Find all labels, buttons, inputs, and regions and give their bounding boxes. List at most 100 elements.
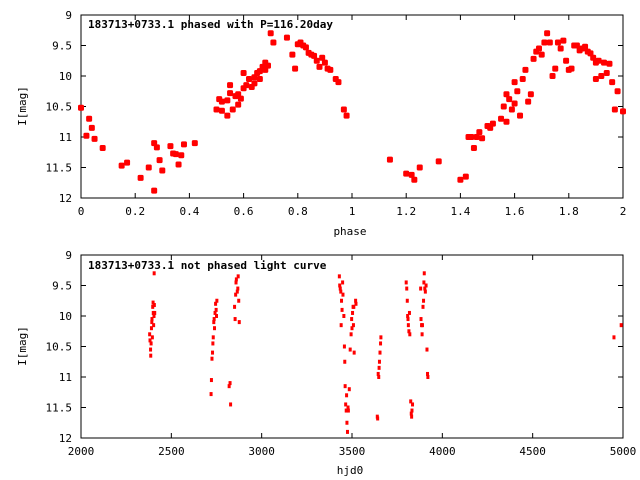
data-points — [148, 271, 623, 434]
data-point — [342, 344, 346, 349]
data-point — [211, 341, 215, 346]
y-tick-label: 11.5 — [46, 162, 73, 175]
data-point — [379, 341, 383, 346]
data-point — [405, 298, 409, 303]
y-tick-label: 10 — [59, 310, 72, 323]
data-point — [149, 341, 153, 346]
data-point — [346, 405, 350, 410]
data-point — [124, 159, 131, 166]
data-point — [180, 141, 187, 148]
data-point — [378, 350, 382, 355]
x-tick-label: 1.8 — [559, 205, 579, 218]
data-point — [270, 39, 277, 46]
data-point — [476, 129, 483, 136]
data-point — [582, 43, 589, 50]
data-point — [409, 399, 413, 404]
data-point — [215, 314, 218, 318]
data-point — [292, 65, 299, 72]
data-point — [148, 332, 152, 337]
data-point — [99, 144, 106, 151]
data-point — [327, 66, 334, 73]
data-point — [319, 54, 326, 61]
data-point — [347, 387, 351, 392]
chart-title: 183713+0733.1 not phased light curve — [88, 259, 327, 272]
data-point — [229, 106, 236, 113]
data-point — [611, 106, 618, 113]
data-point — [351, 310, 355, 315]
data-point — [468, 134, 475, 140]
data-point — [410, 414, 414, 419]
x-tick-label: 1 — [349, 205, 356, 218]
data-point — [419, 317, 423, 322]
data-point — [595, 57, 602, 64]
data-point — [457, 176, 464, 183]
y-tick-label: 12 — [59, 192, 72, 205]
data-point — [289, 51, 296, 58]
data-point — [283, 34, 290, 41]
data-point — [560, 37, 567, 44]
x-axis-label: phase — [333, 225, 366, 238]
data-point — [118, 162, 125, 169]
data-point — [379, 335, 383, 340]
data-point — [344, 402, 348, 407]
data-point — [462, 173, 469, 180]
data-point — [302, 44, 309, 51]
data-point — [311, 52, 318, 59]
data-point — [603, 69, 610, 76]
data-point — [500, 103, 507, 110]
data-point — [213, 326, 217, 331]
data-point — [152, 314, 156, 318]
data-point — [377, 375, 381, 379]
data-point — [167, 143, 174, 150]
data-point — [211, 335, 215, 340]
data-point — [614, 88, 621, 95]
x-tick-label: 2500 — [158, 445, 185, 458]
data-point — [473, 134, 480, 140]
data-point — [620, 108, 626, 115]
x-tick-label: 4500 — [519, 445, 546, 458]
data-point — [554, 39, 561, 46]
data-point — [503, 118, 510, 125]
data-point — [376, 416, 380, 421]
data-point — [234, 277, 238, 282]
data-point — [227, 384, 231, 389]
data-point — [522, 66, 529, 73]
data-point — [83, 132, 90, 139]
data-point — [563, 57, 570, 64]
data-point — [354, 298, 358, 303]
data-point — [234, 292, 238, 297]
data-point — [351, 323, 355, 328]
data-point — [342, 314, 346, 318]
data-point — [191, 140, 198, 147]
x-tick-label: 0.2 — [125, 205, 145, 218]
data-point — [346, 408, 350, 413]
y-tick-label: 9.5 — [52, 40, 72, 53]
y-tick-label: 10.5 — [46, 101, 73, 114]
y-tick-label: 12 — [59, 432, 72, 445]
data-point — [503, 91, 510, 98]
data-point — [506, 96, 513, 103]
data-point — [435, 158, 442, 165]
data-point — [377, 365, 381, 370]
x-tick-label: 3000 — [248, 445, 275, 458]
data-point — [218, 98, 225, 105]
data-point — [525, 98, 532, 105]
chart-title: 183713+0733.1 phased with P=116.20day — [88, 18, 333, 31]
data-point — [601, 59, 608, 66]
data-point — [236, 286, 240, 291]
x-tick-label: 1.4 — [450, 205, 470, 218]
data-point — [149, 353, 153, 358]
data-point — [88, 124, 95, 131]
data-point — [343, 384, 347, 389]
data-point — [237, 320, 241, 325]
data-point — [407, 310, 411, 315]
data-point — [337, 274, 341, 279]
data-point — [338, 283, 342, 288]
axis-ticks: 2000 2500 3000 3500 4000 4500 5000 9 9.5 10 10.5 11… — [46, 249, 637, 458]
data-point — [408, 171, 415, 178]
data-point — [339, 289, 343, 294]
data-point — [489, 120, 496, 127]
data-point — [612, 335, 616, 340]
data-point — [152, 323, 156, 328]
data-point — [404, 280, 408, 285]
